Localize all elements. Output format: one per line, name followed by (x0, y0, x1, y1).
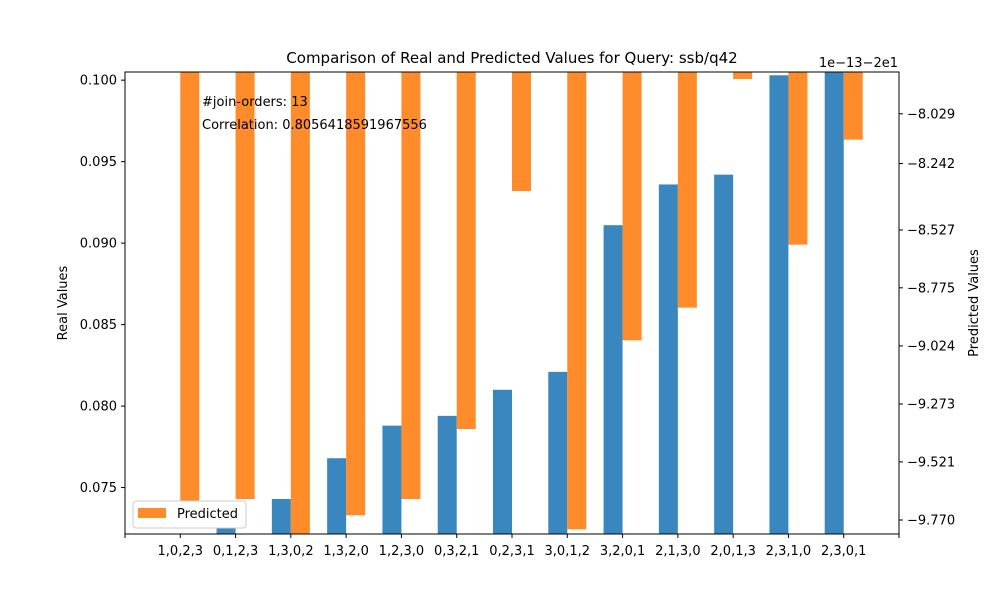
predicted-bar (235, 72, 255, 499)
x-tick-label: 0,1,2,3 (213, 544, 258, 559)
left-tick-label: 0.085 (80, 318, 117, 333)
right-tick-label: −9.521 (907, 455, 955, 470)
left-tick-label: 0.090 (80, 237, 117, 252)
x-tick-label: 0,3,2,1 (434, 544, 479, 559)
right-axis-offset: 1e−13−2e1 (819, 56, 898, 71)
real-bar (548, 371, 568, 534)
plot-frame (124, 71, 900, 535)
real-bar (769, 75, 789, 534)
right-axis-label: Predicted Values (967, 249, 982, 357)
right-axis: −8.029 −8.242 −8.527 −8.775 −9.024 −9.273 −9.5… (899, 107, 955, 529)
predicted-bar (843, 72, 863, 140)
real-bar (437, 415, 457, 534)
legend-swatch (138, 508, 166, 518)
x-tick-label: 1,3,2,0 (323, 544, 368, 559)
real-bars (216, 72, 844, 534)
left-axis-label: Real Values (56, 265, 71, 340)
predicted-bar (346, 72, 366, 516)
real-bar (714, 174, 734, 534)
x-tick-label: 2,3,0,1 (821, 544, 866, 559)
left-tick-label: 0.100 (80, 74, 117, 89)
predicted-bar (180, 72, 200, 509)
x-tick-label: 3,0,1,2 (545, 544, 590, 559)
x-tick-label: 2,0,1,3 (710, 544, 755, 559)
right-tick-label: −9.273 (907, 398, 955, 413)
x-tick-label: 2,1,3,0 (655, 544, 700, 559)
predicted-bar (733, 72, 753, 79)
predicted-bar (456, 72, 476, 429)
real-bar (493, 389, 512, 534)
predicted-bar (677, 72, 697, 308)
left-tick-label: 0.075 (80, 481, 117, 496)
right-tick-label: −8.527 (907, 223, 955, 238)
join-orders-annotation: #join-orders: 13 (202, 95, 308, 110)
right-tick-label: −9.770 (907, 514, 955, 529)
x-tick-label: 2,3,1,0 (766, 544, 811, 559)
right-tick-label: −8.242 (907, 157, 955, 172)
right-tick-label: −8.029 (907, 107, 955, 122)
legend-label: Predicted (177, 507, 238, 522)
correlation-annotation: Correlation: 0.8056418591967556 (202, 118, 427, 133)
left-tick-label: 0.095 (80, 155, 117, 170)
x-tick-label: 0,2,3,1 (489, 544, 534, 559)
x-tick-label: 1,2,3,0 (379, 544, 424, 559)
predicted-bar (401, 72, 421, 499)
left-tick-label: 0.080 (80, 400, 117, 415)
x-tick-label: 1,3,0,2 (268, 544, 313, 559)
predicted-bar (512, 72, 531, 191)
legend: Predicted (132, 500, 247, 529)
predicted-bars (180, 72, 863, 534)
real-bar (382, 425, 402, 534)
legend-box (132, 500, 247, 529)
real-bar (603, 225, 623, 534)
predicted-bar (290, 72, 310, 534)
left-axis: 0.075 0.080 0.085 0.090 0.095 0.100 (80, 74, 125, 496)
right-tick-label: −9.024 (907, 339, 955, 354)
x-tick-label: 1,0,2,3 (158, 544, 203, 559)
right-tick-label: −8.775 (907, 281, 955, 296)
x-axis: 1,0,2,3 0,1,2,3 1,3,0,2 1,3,2,0 1,2,3,0 0,3,2… (124, 534, 900, 559)
real-bar (658, 184, 678, 534)
predicted-bar (622, 72, 642, 341)
predicted-bar (567, 72, 587, 530)
real-bar (824, 72, 844, 534)
chart-title: Comparison of Real and Predicted Values … (286, 49, 737, 67)
x-tick-label: 3,2,0,1 (600, 544, 645, 559)
real-bar (271, 498, 291, 534)
real-bar (327, 458, 347, 534)
predicted-bar (788, 72, 808, 245)
